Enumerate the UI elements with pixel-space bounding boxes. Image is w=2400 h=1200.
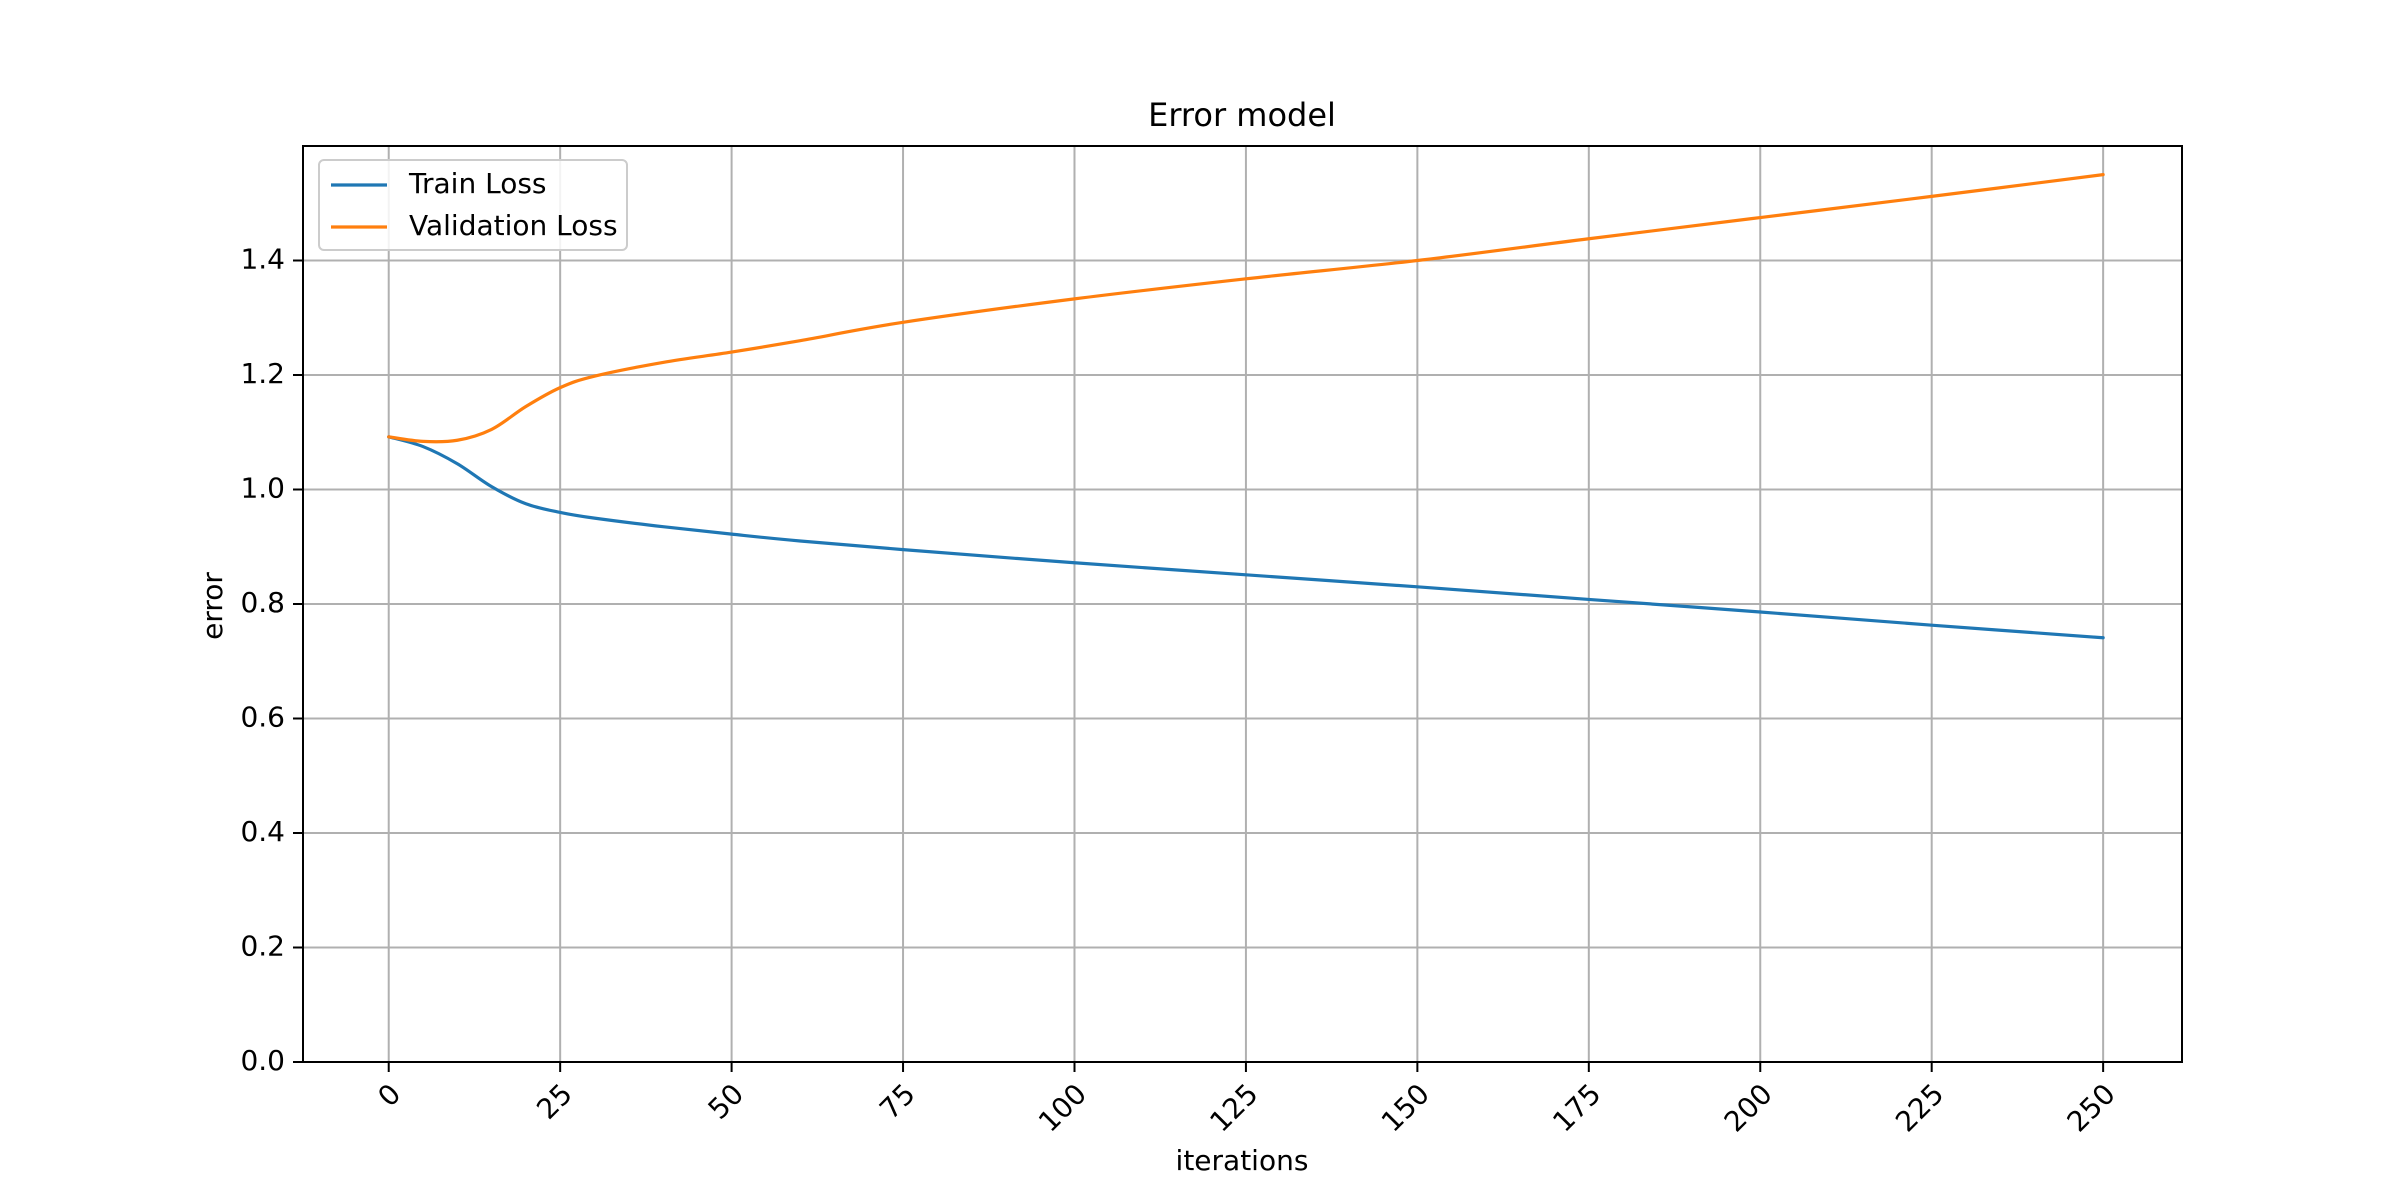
series-line-train-loss bbox=[387, 435, 2105, 640]
y-tick-label: 0.6 bbox=[240, 701, 285, 734]
grid bbox=[303, 146, 2182, 1063]
legend-label-validation-loss: Validation Loss bbox=[409, 209, 618, 242]
legend-label-train-loss: Train Loss bbox=[408, 167, 547, 200]
y-tick-label: 1.4 bbox=[240, 243, 285, 276]
y-axis: 0.0 0.2 0.4 0.6 0.8 1.0 1.2 1.4 bbox=[240, 243, 303, 1077]
y-tick-label: 0.0 bbox=[240, 1044, 285, 1077]
y-tick-label: 0.8 bbox=[240, 586, 285, 619]
x-axis-label: iterations bbox=[1176, 1144, 1309, 1177]
legend: Train Loss Validation Loss bbox=[318, 159, 628, 251]
y-tick-label: 1.2 bbox=[240, 357, 285, 390]
y-axis-label: error bbox=[196, 572, 229, 640]
y-tick-label: 0.2 bbox=[240, 930, 285, 963]
series-layer bbox=[387, 173, 2105, 640]
legend-box bbox=[318, 159, 628, 251]
y-tick-label: 0.4 bbox=[240, 815, 285, 848]
y-tick-label: 1.0 bbox=[240, 472, 285, 505]
series-line-validation-loss bbox=[387, 173, 2105, 444]
chart-title: Error model bbox=[1148, 96, 1336, 134]
